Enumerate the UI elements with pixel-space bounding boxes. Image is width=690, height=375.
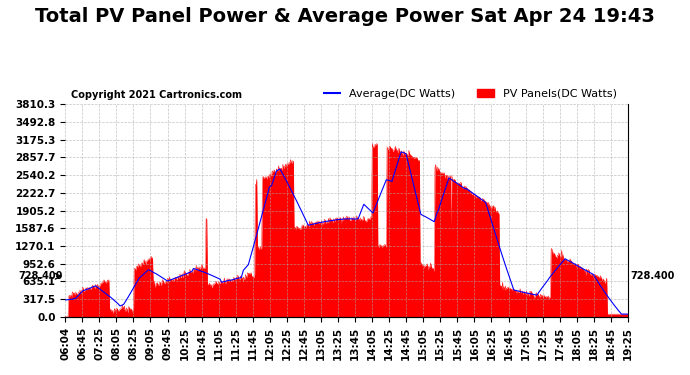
Legend: Average(DC Watts), PV Panels(DC Watts): Average(DC Watts), PV Panels(DC Watts) [319,84,622,103]
Text: Copyright 2021 Cartronics.com: Copyright 2021 Cartronics.com [71,90,242,100]
Text: 728.400: 728.400 [18,271,62,281]
Text: 728.400: 728.400 [631,271,675,281]
Text: Total PV Panel Power & Average Power Sat Apr 24 19:43: Total PV Panel Power & Average Power Sat… [35,8,655,27]
